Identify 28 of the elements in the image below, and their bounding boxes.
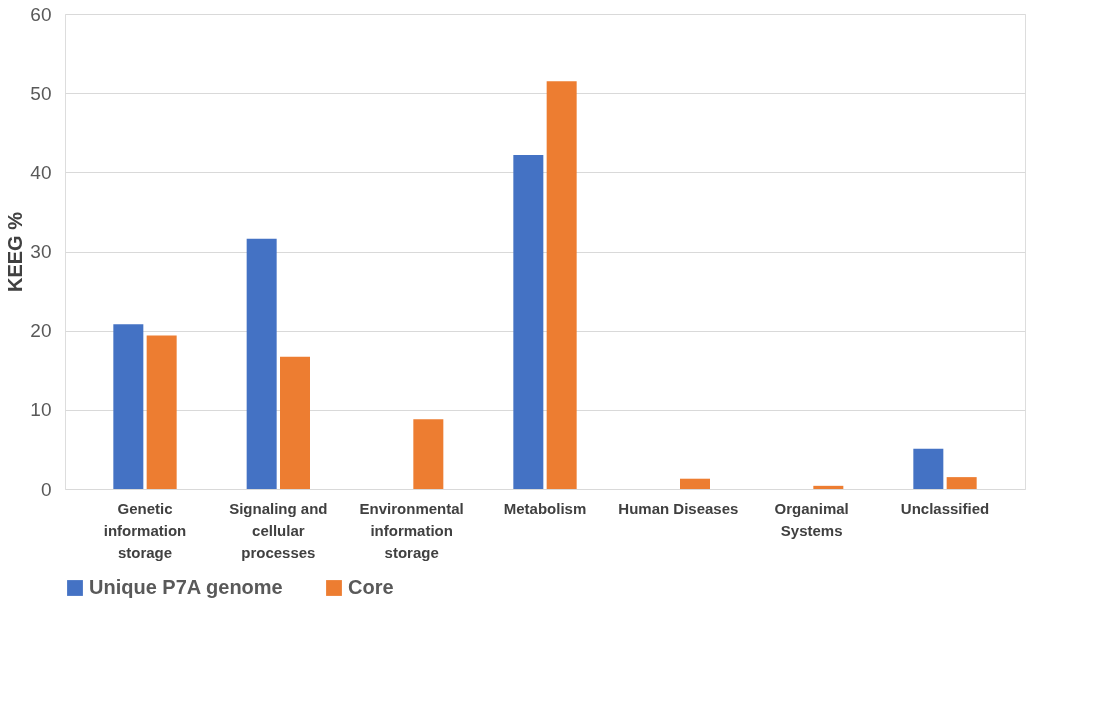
bar — [913, 448, 944, 489]
bar — [946, 477, 977, 489]
y-tick-label: 50 — [30, 82, 52, 104]
x-tick-label: Environmental information storage — [359, 499, 464, 561]
y-tick-label: 30 — [30, 241, 52, 262]
bar — [413, 419, 444, 489]
x-tick-label: Signaling and cellular processes — [229, 499, 328, 561]
y-axis-title: KEEG % — [4, 211, 27, 293]
x-tick-label: Unclassified — [900, 499, 990, 517]
y-tick-label: 0 — [40, 478, 52, 500]
bar — [113, 324, 144, 489]
y-tick-label: 20 — [30, 320, 52, 342]
bar — [280, 356, 310, 489]
bar — [513, 154, 544, 489]
y-tick-label: 10 — [30, 399, 52, 421]
bar — [246, 238, 277, 489]
bar — [680, 478, 710, 489]
bar — [146, 335, 177, 489]
legend-label: Unique P7A genome — [89, 576, 283, 598]
legend-label: Core — [348, 576, 394, 598]
bar — [546, 81, 577, 489]
y-tick-label: 40 — [30, 161, 52, 183]
bar — [813, 485, 844, 489]
y-tick-label: 60 — [30, 3, 52, 25]
x-tick-label: Human Diseases — [618, 499, 739, 517]
x-tick-label: Metabolism — [503, 499, 587, 517]
x-tick-label: Organimal Systems — [774, 499, 849, 539]
x-tick-label: Genetic information storage — [103, 499, 187, 561]
